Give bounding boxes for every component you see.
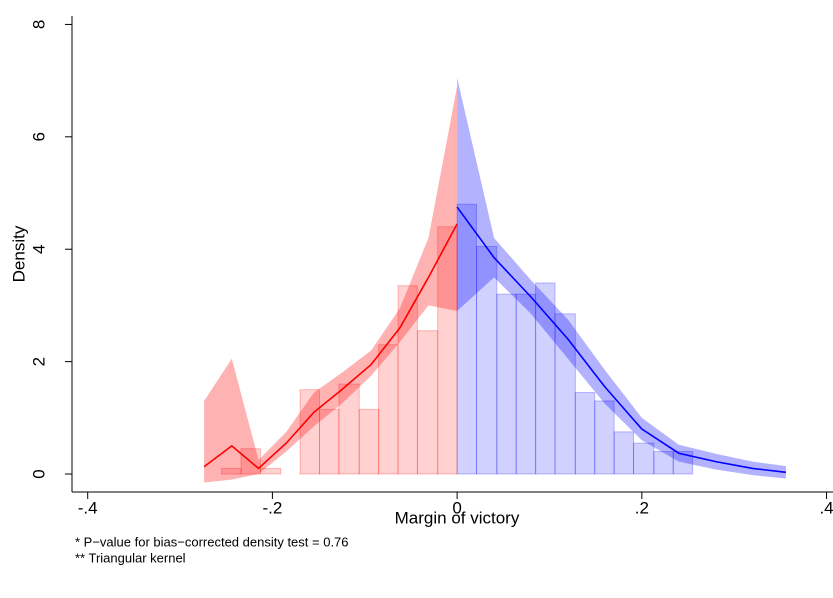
y-tick-label: 2 — [29, 357, 48, 366]
x-tick-label: .4 — [819, 498, 833, 517]
histogram-bar — [653, 451, 674, 475]
y-tick-label: 0 — [29, 469, 48, 478]
confidence-band — [204, 86, 458, 483]
histogram-bar — [574, 392, 596, 475]
histogram-bar — [416, 330, 439, 475]
plot-area — [203, 77, 786, 483]
footnote: ** Triangular kernel — [75, 550, 186, 565]
histogram-bar — [456, 203, 478, 475]
histogram-bar — [515, 293, 537, 475]
histogram-bar — [358, 408, 380, 475]
fit-line — [456, 206, 786, 474]
histogram-bar — [319, 408, 340, 475]
histogram-bar — [672, 451, 694, 475]
histogram-bar — [633, 442, 655, 475]
x-axis-title: Margin of victory — [395, 508, 520, 527]
histogram-bar — [221, 467, 242, 475]
x-tick-label: 0 — [452, 498, 461, 517]
histogram-bar — [594, 400, 615, 475]
histogram-bar — [476, 245, 498, 475]
x-tick-label: .2 — [635, 498, 649, 517]
y-axis-title: Density — [9, 225, 28, 282]
y-tick-label: 8 — [29, 20, 48, 29]
histogram-bar — [338, 383, 360, 475]
y-tick-label: 6 — [29, 132, 48, 141]
x-tick-label: -.4 — [78, 498, 98, 517]
x-tick-label: -.2 — [262, 498, 282, 517]
confidence-band — [457, 77, 786, 479]
histogram-bar — [378, 344, 399, 475]
histogram-bar — [535, 282, 556, 475]
histogram-bar — [259, 467, 282, 475]
y-tick-label: 4 — [29, 244, 48, 253]
histogram-bar — [496, 293, 517, 475]
histogram-bar — [437, 226, 458, 475]
histogram-bar — [554, 313, 576, 475]
histogram-bar — [397, 285, 418, 475]
histogram-bar — [613, 431, 635, 475]
fit-line — [203, 223, 458, 470]
histogram-bar — [299, 389, 321, 475]
footnote: * P−value for bias−corrected density tes… — [75, 534, 349, 549]
